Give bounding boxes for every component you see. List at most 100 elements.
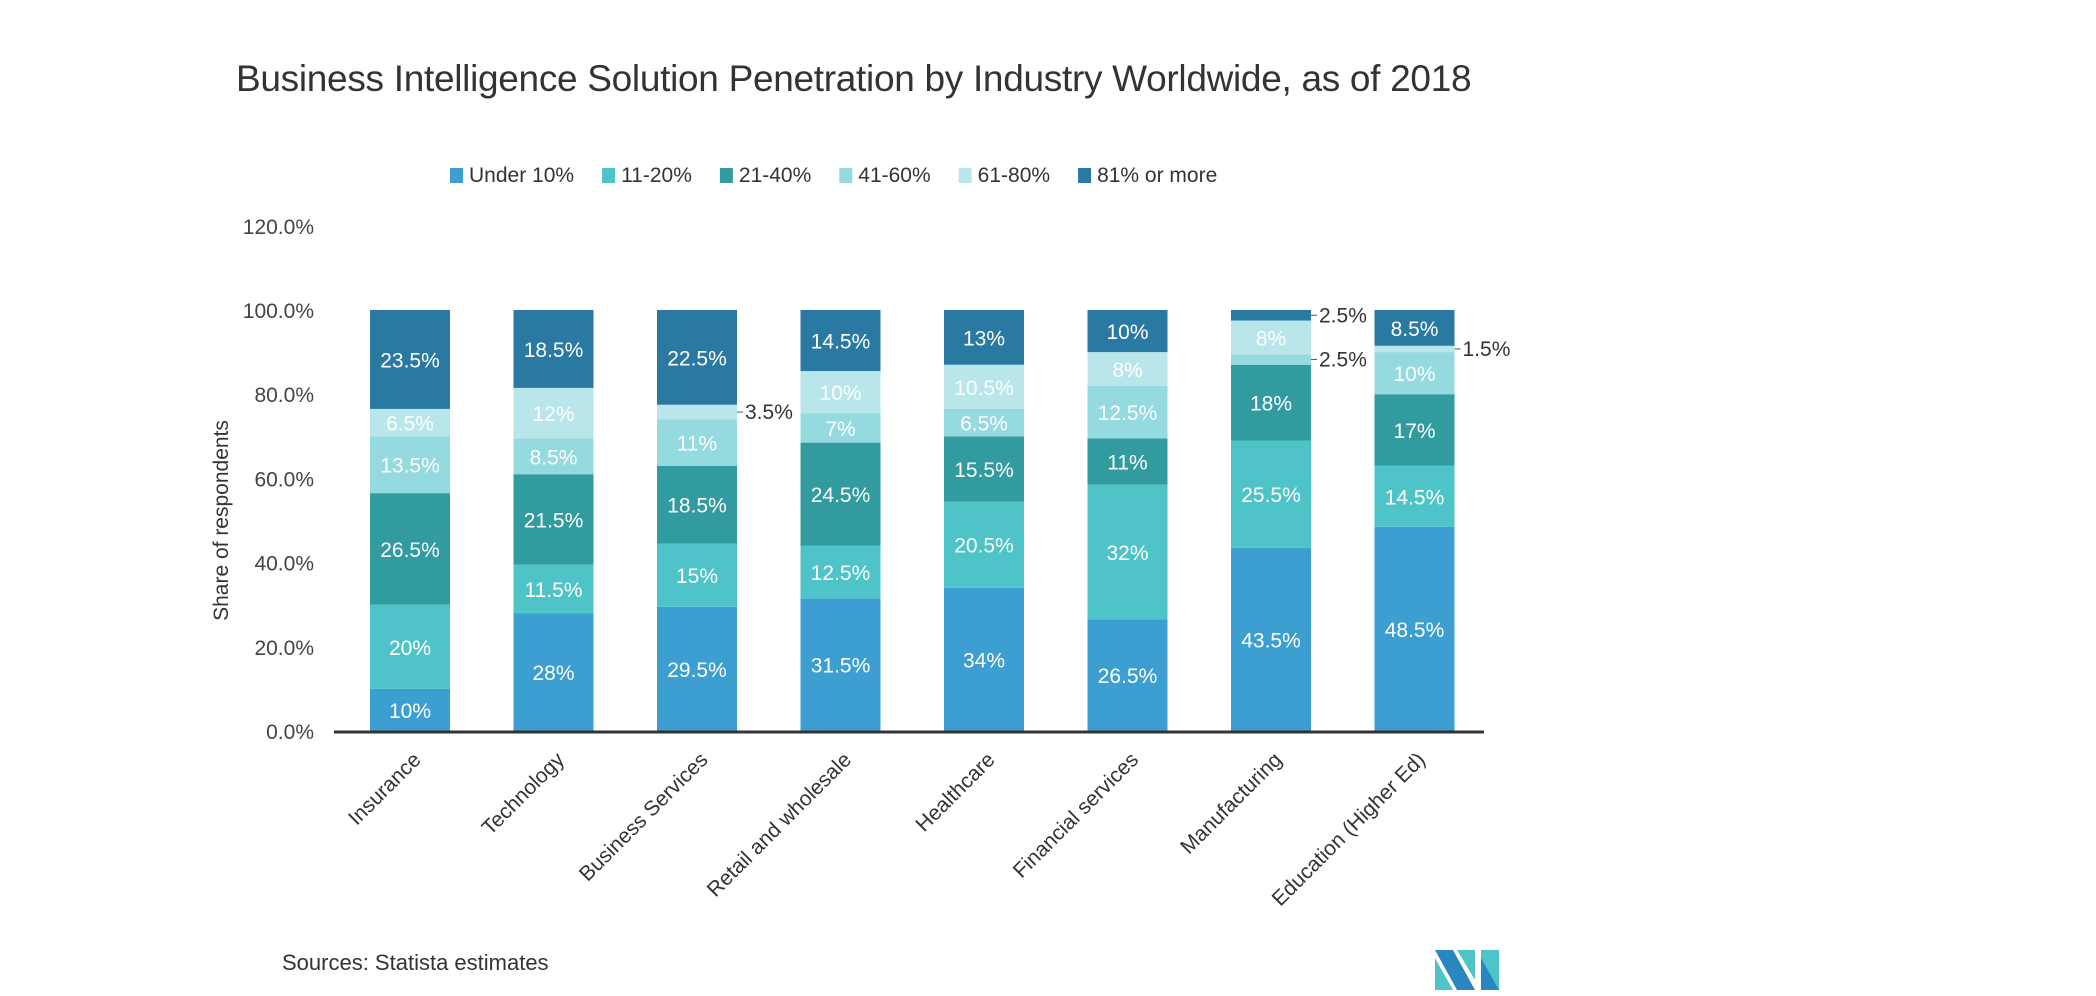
data-label: 20.5% — [954, 535, 1014, 558]
data-label: 17% — [1393, 420, 1435, 443]
data-label: 12% — [532, 403, 574, 426]
bar-segment — [657, 419, 737, 466]
data-label: 14.5% — [811, 331, 871, 354]
data-label: 10.5% — [954, 377, 1014, 400]
brand-logo — [1435, 950, 1499, 990]
data-label: 10% — [1106, 321, 1148, 344]
chart-title: Business Intelligence Solution Penetrati… — [236, 58, 1472, 99]
data-label: 14.5% — [1385, 486, 1445, 509]
x-tick-label: Business Services — [575, 748, 713, 886]
bar-segment — [1374, 465, 1455, 527]
bar-segment — [513, 387, 594, 439]
bar-segment — [1231, 354, 1311, 365]
y-tick-label: 80.0% — [254, 384, 314, 407]
data-label: 48.5% — [1385, 619, 1445, 642]
legend-label: 81% or more — [1097, 164, 1217, 187]
data-label: 8% — [1112, 359, 1142, 382]
bar-segment — [1087, 385, 1168, 439]
bar-segment — [944, 310, 1024, 365]
data-label: 10% — [819, 382, 861, 405]
y-axis-label: Share of respondents — [210, 420, 233, 621]
bar-segment — [800, 413, 881, 443]
stacked-bar-chart: 0.0% 20.0% 40.0% 60.0% 80.0% 100.0% 120.0% Shar… — [210, 164, 1511, 911]
bar-segment — [657, 543, 737, 607]
y-tick-label: 60.0% — [254, 468, 314, 491]
y-tick-label: 40.0% — [254, 553, 314, 576]
data-label: 23.5% — [380, 349, 440, 372]
bar-segment — [1374, 345, 1455, 353]
legend-label: 21-40% — [739, 164, 811, 187]
data-label: 32% — [1106, 542, 1148, 565]
data-label: 8.5% — [1391, 318, 1439, 341]
bar-segment — [800, 545, 881, 599]
bar-segment — [657, 465, 737, 544]
bar-segment — [1087, 438, 1168, 485]
data-label: 31.5% — [811, 655, 871, 678]
source-note: Sources: Statista estimates — [282, 950, 549, 975]
data-label: 34% — [963, 649, 1005, 672]
data-label: 8.5% — [530, 446, 578, 469]
bar-segment — [370, 436, 450, 494]
x-tick-label: Healthcare — [911, 748, 999, 836]
data-label: 18.5% — [524, 339, 584, 362]
bar-segment — [944, 501, 1024, 588]
data-label: 18% — [1250, 393, 1292, 416]
bar-segment — [1087, 310, 1168, 353]
bar-segment — [1374, 394, 1455, 466]
data-label: 26.5% — [380, 539, 440, 562]
y-tick-label: 100.0% — [243, 300, 314, 323]
bar-segment — [800, 442, 881, 546]
bar-segment — [1087, 352, 1168, 386]
legend-label: 61-80% — [978, 164, 1050, 187]
bar-segment — [1087, 484, 1168, 620]
bar-segment — [800, 598, 881, 731]
data-label: 22.5% — [667, 347, 727, 370]
legend-swatch — [450, 168, 463, 183]
x-tick-label: Insurance — [344, 748, 425, 829]
data-label: 13.5% — [380, 455, 440, 478]
bar-segment — [800, 371, 881, 414]
legend-swatch — [719, 168, 733, 183]
data-label: 43.5% — [1241, 629, 1301, 652]
bar-segment — [513, 474, 594, 565]
bar-segment — [657, 606, 737, 731]
x-tick-label: Financial services — [1009, 748, 1143, 882]
data-label: 10% — [1393, 363, 1435, 386]
bar-segment — [1231, 547, 1311, 731]
bar-segment — [1374, 310, 1455, 346]
y-tick-label: 20.0% — [254, 637, 314, 660]
data-label: 29.5% — [667, 659, 727, 682]
data-label: 11% — [677, 433, 717, 456]
x-tick-label: Education (Higher Ed) — [1268, 748, 1430, 910]
legend-label: Under 10% — [469, 164, 574, 187]
bar-segment — [944, 364, 1024, 409]
y-tick-label: 0.0% — [266, 721, 314, 744]
bar-segment — [1087, 619, 1168, 731]
data-label: 2.5% — [1319, 348, 1367, 371]
bar-segment — [944, 587, 1024, 731]
legend-swatch — [958, 168, 972, 183]
data-label: 13% — [963, 327, 1005, 350]
data-label: 12.5% — [811, 562, 871, 585]
bar-segment — [1231, 310, 1311, 321]
bar-segment — [513, 310, 594, 388]
y-tick-label: 120.0% — [243, 216, 314, 239]
x-tick-label: Technology — [478, 748, 570, 840]
data-label: 3.5% — [745, 401, 793, 424]
bar-segment — [370, 688, 450, 731]
bar-segment — [513, 613, 594, 731]
bar-segment — [1231, 364, 1311, 441]
legend-label: 41-60% — [858, 164, 930, 187]
data-label: 11% — [1107, 452, 1147, 475]
bar-segment — [370, 310, 450, 409]
data-label: 6.5% — [386, 413, 434, 436]
x-tick-label: Retail and wholesale — [703, 748, 856, 901]
bar-segment — [800, 310, 881, 372]
legend-swatch — [1078, 168, 1092, 183]
legend-label: 11-20% — [621, 164, 692, 187]
data-label: 8% — [1256, 327, 1286, 350]
data-label: 7% — [825, 418, 855, 441]
data-label: 15.5% — [954, 459, 1014, 482]
data-label: 1.5% — [1463, 338, 1511, 361]
data-label: 10% — [389, 700, 431, 723]
